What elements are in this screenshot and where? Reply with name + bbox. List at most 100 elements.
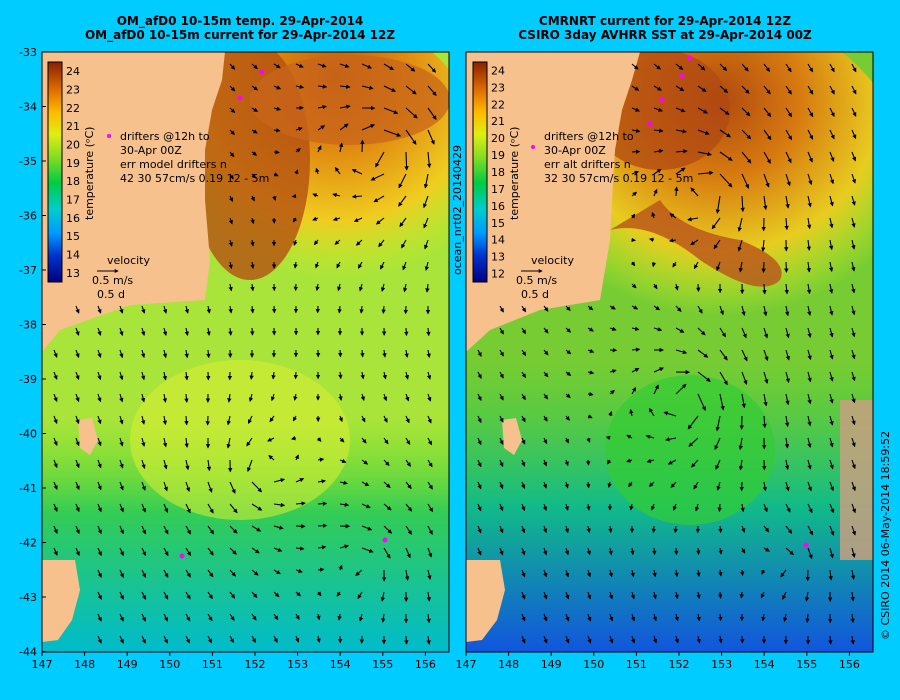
current-vector	[630, 613, 636, 622]
current-vector	[361, 525, 373, 531]
current-vector	[668, 238, 677, 243]
current-vector	[687, 216, 699, 222]
current-vector	[427, 525, 433, 535]
current-vector	[719, 327, 726, 338]
current-vector	[586, 569, 592, 578]
current-vector	[251, 151, 258, 156]
current-vector	[697, 107, 708, 114]
current-vector	[653, 63, 661, 70]
current-vector	[763, 393, 768, 407]
current-vector	[716, 261, 721, 272]
current-vector	[293, 371, 298, 380]
colorbar-tick-label: 22	[491, 98, 505, 111]
current-vector	[564, 459, 569, 467]
current-vector	[228, 261, 233, 270]
current-vector	[829, 525, 835, 536]
current-vector	[564, 437, 569, 444]
current-vector	[317, 545, 327, 550]
current-vector	[381, 613, 386, 623]
y-tick-label: -34	[19, 101, 37, 114]
current-vector	[741, 151, 752, 164]
current-vector	[763, 195, 768, 211]
current-vector	[184, 371, 189, 381]
x-tick-label: 152	[245, 658, 266, 671]
current-vector	[690, 239, 699, 246]
right-velocity-legend: velocity 0.5 m/s 0.5 d	[516, 254, 574, 301]
y-tick-label: -40	[19, 428, 37, 441]
current-vector	[53, 393, 58, 402]
current-vector	[851, 525, 856, 536]
current-vector	[675, 149, 688, 154]
current-vector	[631, 149, 641, 154]
current-vector	[206, 459, 212, 472]
current-vector	[338, 393, 343, 401]
current-vector	[628, 481, 633, 488]
current-vector	[631, 85, 640, 91]
current-vector	[273, 635, 278, 643]
current-vector	[785, 525, 793, 534]
current-vector	[477, 415, 482, 424]
current-vector	[851, 107, 857, 117]
current-vector	[586, 547, 591, 556]
footer-credit: © CSIRO 2014 06-May-2014 18:59:52	[879, 431, 892, 640]
right-drifter-line3: err alt drifters n	[544, 158, 631, 171]
current-vector	[119, 459, 124, 469]
current-vector	[850, 613, 855, 624]
current-vector	[631, 283, 637, 289]
current-vector	[784, 415, 790, 428]
current-vector	[652, 569, 657, 578]
right-drifter-line4: 32 30 57cm/s 0.19 12 - 5m	[544, 172, 693, 185]
current-vector	[740, 503, 745, 513]
current-vector	[383, 503, 392, 511]
current-vector	[53, 349, 58, 358]
current-vector	[629, 408, 634, 417]
current-vector	[404, 371, 410, 380]
right-map-frame	[465, 51, 874, 653]
drifter-marker	[647, 121, 653, 127]
current-vector	[499, 525, 504, 534]
x-tick-label: 151	[626, 658, 647, 671]
current-vector	[807, 63, 814, 73]
current-vector	[697, 371, 711, 382]
current-vector	[398, 173, 407, 189]
current-vector	[740, 635, 745, 644]
current-vector	[807, 525, 814, 536]
current-vector	[317, 591, 322, 597]
current-vector	[851, 481, 856, 492]
current-vector	[339, 544, 350, 549]
drifter-marker	[687, 55, 693, 61]
current-vector	[424, 261, 429, 272]
current-vector	[653, 128, 664, 133]
current-vector	[785, 547, 794, 556]
current-vector	[295, 478, 305, 483]
current-vector	[829, 327, 834, 338]
current-vector	[741, 349, 748, 362]
current-vector	[543, 415, 548, 422]
current-vector	[696, 547, 701, 556]
current-vector	[785, 327, 790, 339]
current-vector	[75, 437, 80, 447]
current-vector	[399, 217, 407, 228]
x-tick-label: 150	[159, 658, 180, 671]
current-vector	[339, 123, 349, 131]
current-vector	[247, 459, 253, 472]
colorbar-tick-label: 20	[66, 139, 80, 152]
current-vector	[807, 393, 812, 405]
current-vector	[229, 547, 237, 555]
current-vector	[697, 63, 706, 71]
current-vector	[317, 479, 326, 484]
current-vector	[782, 591, 787, 600]
current-vector	[251, 525, 262, 532]
current-vector	[273, 591, 280, 598]
current-vector	[405, 129, 417, 145]
colorbar-tick-label: 15	[491, 217, 505, 230]
right-title-line1: CMRNRT current for 29-Apr-2014 12Z	[538, 14, 792, 28]
current-vector	[761, 569, 766, 575]
current-vector	[75, 371, 80, 380]
current-vector	[674, 635, 680, 644]
current-vector	[609, 305, 616, 310]
current-vector	[718, 591, 723, 599]
current-vector	[670, 481, 677, 489]
current-vector	[293, 239, 298, 246]
current-vector	[804, 591, 810, 602]
